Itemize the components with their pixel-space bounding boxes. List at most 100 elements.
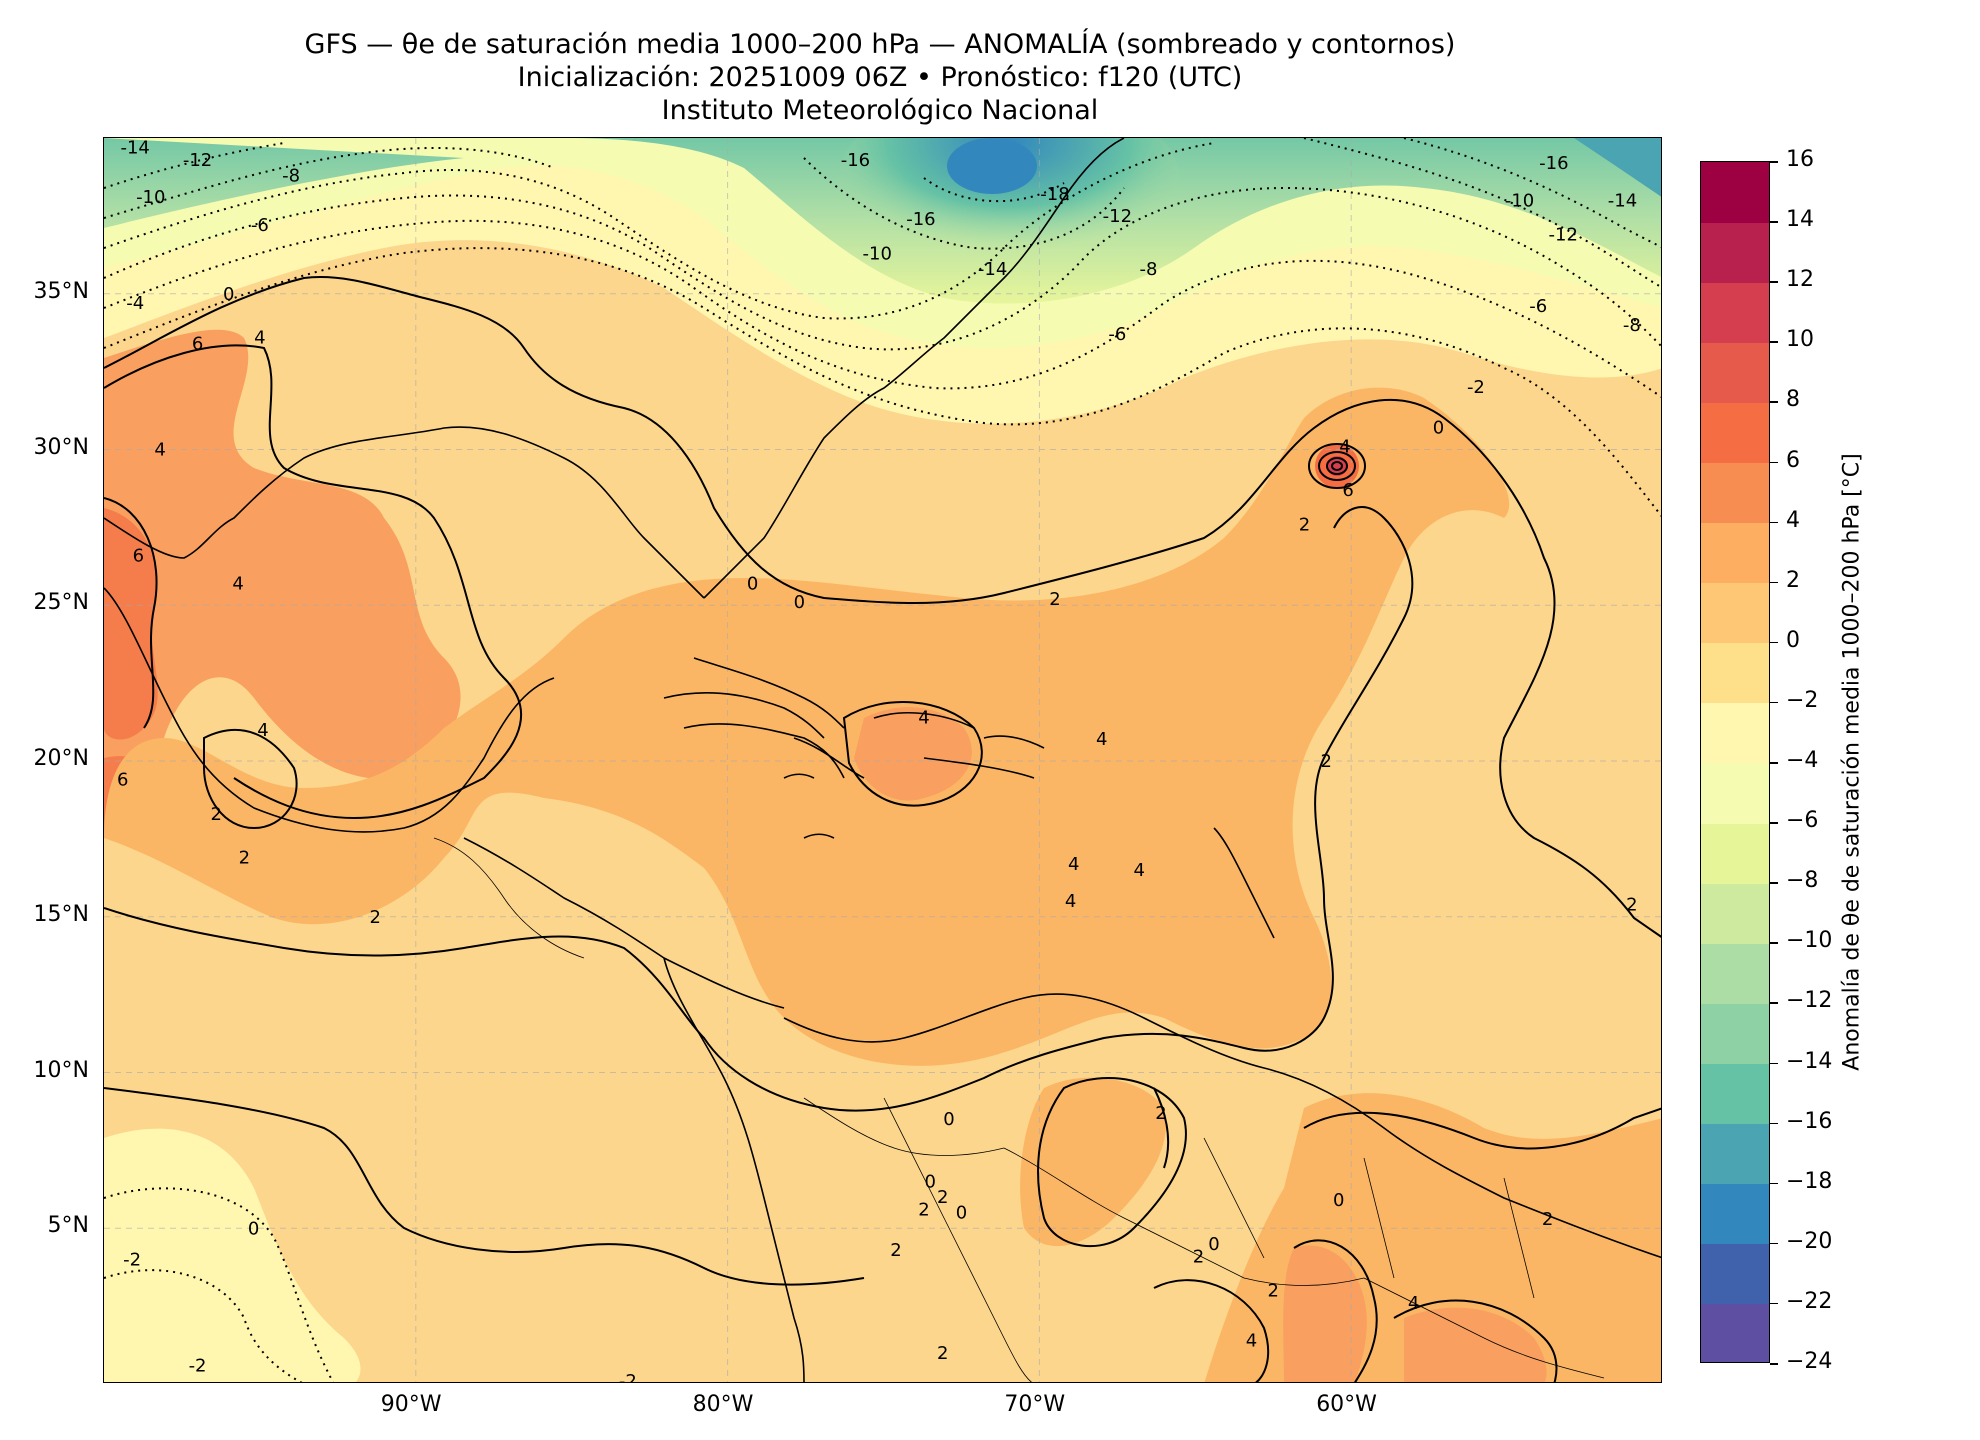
contour-label: 0: [925, 1172, 936, 1193]
warm-core-mexico-north: [104, 508, 158, 740]
cold-anomaly-core: [839, 138, 1179, 268]
colorbar-segment: [1701, 1003, 1769, 1064]
colorbar-tick-mark: [1770, 882, 1778, 884]
lat-tick-label: 30°N: [33, 434, 89, 460]
contour-label: -6: [1529, 296, 1547, 317]
contour-label: -14: [1608, 190, 1637, 211]
contour-label: 0: [1433, 418, 1444, 439]
colorbar-tick-mark: [1770, 1363, 1778, 1365]
contour-label: -8: [1140, 259, 1158, 280]
contour-label: -8: [282, 165, 300, 186]
contour-label: -10: [863, 243, 892, 264]
colorbar-tick-label: −20: [1786, 1228, 1833, 1254]
colorbar-tick-mark: [1770, 1122, 1778, 1125]
contour-label: 2: [239, 848, 250, 869]
lon-tick-label: 60°W: [1316, 1392, 1377, 1417]
colorbar-tick-label: −6: [1786, 808, 1819, 834]
lat-tick-label: 35°N: [33, 278, 89, 304]
colorbar-tick-mark: [1770, 641, 1778, 644]
colorbar-segment: [1701, 282, 1769, 343]
warm-core-suriname: [1404, 1307, 1547, 1382]
colorbar-tick-label: −24: [1786, 1349, 1833, 1374]
contour-label: 2: [1155, 1103, 1166, 1124]
contour-label: 0: [1333, 1190, 1344, 1211]
colorbar-tick-mark: [1770, 161, 1778, 163]
colorbar-tick-mark: [1770, 1002, 1778, 1004]
contour-label: 4: [232, 573, 243, 594]
contour-label: 0: [1208, 1234, 1219, 1255]
colorbar-tick-label: 14: [1786, 207, 1814, 233]
contour-label: 0: [956, 1203, 967, 1224]
colorbar-tick-label: −10: [1786, 928, 1833, 954]
colorbar-segment: [1701, 222, 1769, 283]
colorbar-tick-mark: [1770, 762, 1778, 764]
coastlines: [104, 138, 1661, 1382]
warm-lobe-venezuela: [1020, 1077, 1166, 1247]
warm-core-guyana: [1283, 1245, 1367, 1382]
colorbar-tick-mark: [1770, 341, 1778, 343]
lon-tick-label: 70°W: [1004, 1392, 1066, 1417]
contour-label: 4: [254, 327, 265, 348]
colorbar-tick-label: −2: [1786, 687, 1819, 713]
colorbar-segment: [1701, 642, 1769, 704]
contour-label: 0: [248, 1218, 259, 1239]
colorbar-tick-mark: [1770, 942, 1778, 944]
colorbar-segment: [1701, 1183, 1769, 1245]
contour-label: 0: [223, 284, 234, 305]
title-line-1: GFS — θe de saturación media 1000–200 hP…: [304, 29, 1456, 60]
contour-label: -2: [619, 1371, 637, 1383]
colorbar-segment: [1701, 342, 1769, 403]
contour-label: 6: [1342, 480, 1353, 501]
contour-label: 2: [890, 1240, 901, 1261]
contour-label: -12: [183, 150, 212, 171]
colorbar-tick-mark: [1770, 701, 1778, 704]
contour-label: -2: [189, 1355, 207, 1376]
contour-label: 4: [1133, 860, 1144, 881]
colorbar-tick-label: −14: [1786, 1048, 1833, 1074]
contour-label: 2: [211, 804, 222, 825]
colorbar-tick-mark: [1770, 1182, 1778, 1185]
positive-contours: [104, 276, 1661, 1382]
contour-label: 0: [747, 573, 758, 594]
islands: [663, 692, 1275, 939]
colorbar-segment: [1701, 823, 1769, 884]
contour-label: 4: [1096, 729, 1107, 750]
map-canvas: -14-12-10-8-6-4 06 446446222-16-16-10-18-1…: [104, 138, 1661, 1383]
colorbar-tick-label: −12: [1786, 988, 1833, 1014]
colorbar-tick-label: −18: [1786, 1168, 1833, 1194]
cold-anomaly-center: [947, 138, 1037, 194]
colorbar-tick-mark: [1770, 221, 1778, 223]
colorbar-segment: [1701, 943, 1769, 1004]
warm-spot-core: [1327, 456, 1347, 476]
contour-label: 4: [154, 440, 165, 461]
lat-tick-label: 25°N: [33, 590, 89, 616]
colorbar-tick-mark: [1770, 521, 1778, 524]
colorbar-tick-mark: [1770, 1062, 1778, 1064]
lon-tick-label: 80°W: [692, 1392, 754, 1417]
colorbar-tick-label: 0: [1786, 627, 1800, 653]
contour-label: 2: [1193, 1246, 1204, 1267]
contour-label: -6: [1108, 324, 1126, 345]
contour-label: 4: [257, 720, 268, 741]
warm-lobe-caribbean: [104, 387, 1510, 1066]
lat-tick-label: 20°N: [33, 746, 89, 771]
lat-tick-label: 5°N: [47, 1213, 89, 1239]
anomaly-band-southwest: [104, 1128, 361, 1382]
colorbar-tick-label: −4: [1786, 748, 1819, 773]
contour-label: -4: [126, 293, 144, 314]
warm-lobe-mexico: [104, 329, 461, 838]
negative-contours: [104, 138, 1661, 1382]
colorbar: [1700, 161, 1770, 1363]
contour-label: -12: [1549, 225, 1578, 246]
colorbar-tick-label: 2: [1786, 567, 1800, 593]
lat-tick-label: 10°N: [33, 1057, 89, 1083]
colorbar-segment: [1701, 462, 1769, 524]
colorbar-label: Anomalía de θe de saturación media 1000–…: [1839, 453, 1865, 1071]
contour-label: -14: [120, 138, 149, 158]
contour-label: 2: [1321, 751, 1332, 772]
lon-tick-label: 90°W: [380, 1392, 442, 1417]
contour-label: 0: [943, 1109, 954, 1130]
contour-label: -16: [906, 209, 935, 230]
contour-label: 2: [1542, 1209, 1553, 1230]
colorbar-tick-label: −22: [1786, 1288, 1833, 1314]
